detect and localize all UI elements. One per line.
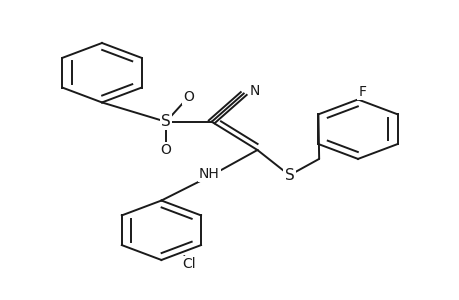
Text: S: S (284, 168, 294, 183)
Text: S: S (161, 114, 170, 129)
Text: F: F (358, 85, 366, 99)
Text: Cl: Cl (182, 257, 195, 271)
Text: O: O (160, 143, 171, 157)
Text: O: O (183, 89, 194, 103)
Text: N: N (249, 84, 260, 98)
Text: NH: NH (199, 167, 219, 181)
